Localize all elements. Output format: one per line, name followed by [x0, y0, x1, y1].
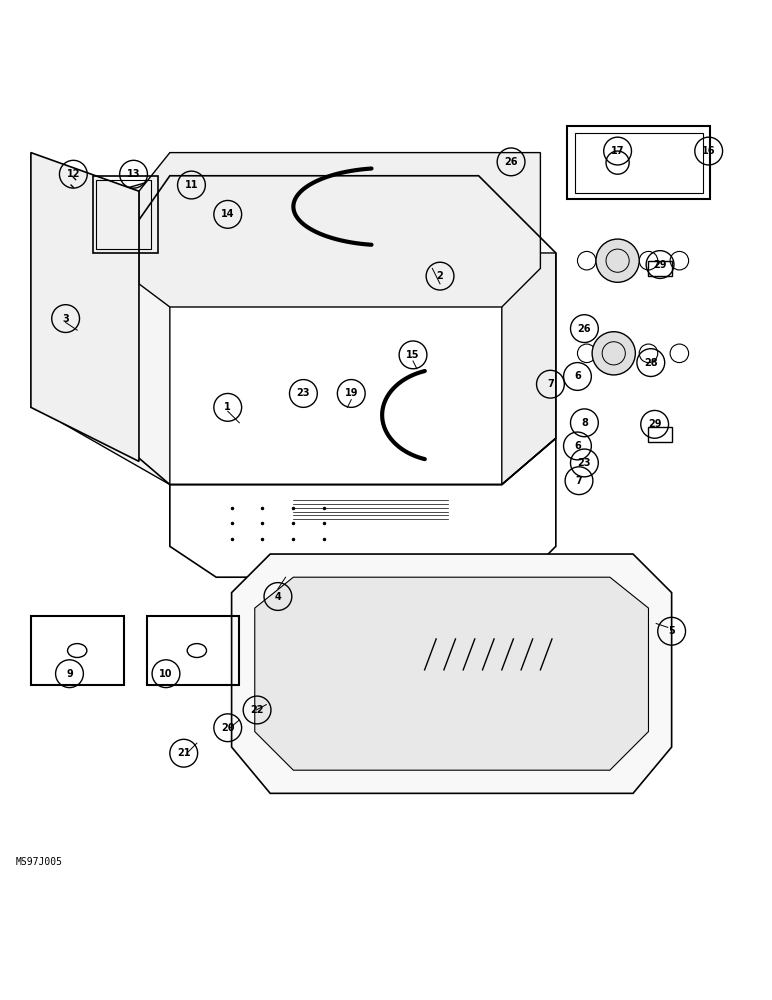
Bar: [648, 261, 672, 276]
Bar: [648, 427, 672, 442]
Text: 6: 6: [574, 371, 581, 381]
Bar: [96, 180, 151, 249]
Text: 14: 14: [221, 209, 235, 219]
Text: 17: 17: [611, 146, 625, 156]
Text: 23: 23: [296, 388, 310, 398]
Text: 9: 9: [66, 669, 73, 679]
Polygon shape: [502, 253, 556, 485]
Text: 11: 11: [185, 180, 198, 190]
Bar: [93, 176, 158, 253]
Text: 12: 12: [66, 169, 80, 179]
Text: 23: 23: [577, 458, 591, 468]
Polygon shape: [62, 176, 170, 485]
Text: 1: 1: [225, 402, 231, 412]
Polygon shape: [139, 153, 540, 307]
Text: 2: 2: [437, 271, 443, 281]
Polygon shape: [255, 577, 648, 770]
Text: MS97J005: MS97J005: [15, 857, 63, 867]
Bar: [147, 616, 239, 685]
Text: 29: 29: [648, 419, 662, 429]
Text: 7: 7: [576, 476, 582, 486]
Text: 26: 26: [577, 324, 591, 334]
Polygon shape: [232, 554, 672, 793]
Polygon shape: [31, 153, 139, 461]
Text: 22: 22: [250, 705, 264, 715]
Text: 26: 26: [504, 157, 518, 167]
Text: 29: 29: [653, 260, 667, 270]
Text: 15: 15: [406, 350, 420, 360]
Text: 28: 28: [644, 358, 658, 368]
Text: 6: 6: [574, 441, 581, 451]
Text: 8: 8: [581, 418, 587, 428]
Circle shape: [596, 239, 639, 282]
Bar: [567, 126, 710, 199]
Text: 19: 19: [344, 388, 358, 398]
Circle shape: [592, 332, 635, 375]
Text: 16: 16: [702, 146, 716, 156]
Text: 7: 7: [547, 379, 554, 389]
Text: 20: 20: [221, 723, 235, 733]
Text: 3: 3: [63, 314, 69, 324]
Text: 5: 5: [669, 626, 675, 636]
Text: 10: 10: [159, 669, 173, 679]
Bar: [31, 616, 124, 685]
Text: 21: 21: [177, 748, 191, 758]
Text: 4: 4: [275, 591, 281, 601]
Text: 13: 13: [127, 169, 141, 179]
Bar: [575, 133, 703, 193]
